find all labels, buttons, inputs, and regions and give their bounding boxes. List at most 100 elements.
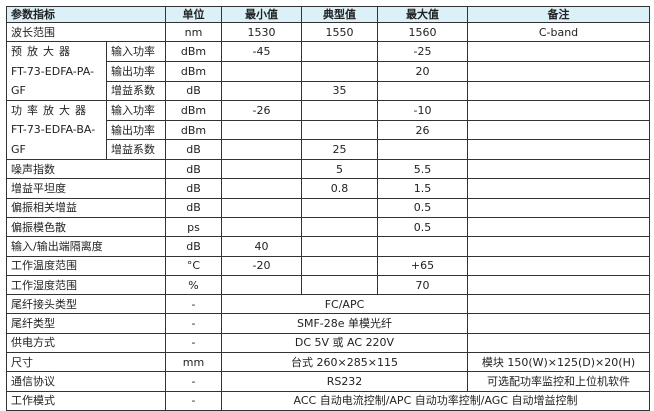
sub-param-label: 增益系数 <box>106 139 166 161</box>
value-cell: SMF-28e 单模光纤 <box>221 313 468 334</box>
note-cell <box>467 41 650 62</box>
unit-cell: dBm <box>165 41 222 62</box>
header-typ: 典型值 <box>301 6 378 23</box>
param-label: 偏振相关增益 <box>6 197 166 218</box>
param-label: 通信协议 <box>6 371 166 392</box>
preamp-group-label: 预放大器 FT-73-EDFA-PA-GF <box>6 41 107 102</box>
typ-cell <box>301 119 378 141</box>
sub-param-label: 输入功率 <box>106 100 166 121</box>
min-cell: 40 <box>221 236 302 257</box>
unit-cell: dBm <box>165 119 222 141</box>
note-cell <box>467 294 650 315</box>
table-row: 尺寸 mm 台式 260×285×115 模块 150(W)×125(D)×20(H) <box>6 352 650 373</box>
note-cell <box>467 80 650 102</box>
table-row: 供电方式 - DC 5V 或 AC 220V <box>6 332 650 354</box>
unit-cell: - <box>165 313 222 334</box>
min-cell <box>221 119 302 141</box>
value-cell: ACC 自动电流控制/APC 自动功率控制/AGC 自动增益控制 <box>221 390 650 411</box>
min-cell: -20 <box>221 255 302 276</box>
min-cell <box>221 139 302 161</box>
param-label: 噪声指数 <box>6 159 166 180</box>
max-cell <box>377 80 468 102</box>
param-label: 供电方式 <box>6 332 166 354</box>
param-label: 偏振模色散 <box>6 216 166 238</box>
unit-cell: mm <box>165 352 222 373</box>
unit-cell: dB <box>165 159 222 180</box>
note-cell: C-band <box>467 21 650 43</box>
table-row: 尾纤类型 - SMF-28e 单模光纤 <box>6 313 650 334</box>
table-row: 输入/输出端隔离度 dB 40 <box>6 236 650 257</box>
header-max: 最大值 <box>377 6 468 23</box>
note-cell <box>467 313 650 334</box>
unit-cell: dBm <box>165 100 222 121</box>
min-cell <box>221 274 302 296</box>
table-row: 功率放大器 FT-73-EDFA-BA-GF 输入功率 dBm -26 -10 <box>6 100 650 161</box>
param-label: 增益平坦度 <box>6 178 166 199</box>
max-cell: 26 <box>377 119 468 141</box>
note-cell <box>467 332 650 354</box>
unit-cell: dB <box>165 80 222 102</box>
note-cell <box>467 159 650 180</box>
sub-param-label: 输出功率 <box>106 119 166 141</box>
note-cell <box>467 100 650 121</box>
header-row: 参数指标 单位 最小值 典型值 最大值 备注 <box>6 6 650 23</box>
min-cell: -26 <box>221 100 302 121</box>
note-cell <box>467 178 650 199</box>
max-cell: 0.5 <box>377 216 468 238</box>
note-cell <box>467 60 650 82</box>
unit-cell: - <box>165 332 222 354</box>
typ-cell: 35 <box>301 80 378 102</box>
table-row: 增益系数 dB 35 <box>7 80 650 102</box>
typ-cell <box>301 60 378 82</box>
unit-cell: dBm <box>165 60 222 82</box>
value-cell: FC/APC <box>221 294 468 315</box>
unit-cell: dB <box>165 236 222 257</box>
min-cell <box>221 60 302 82</box>
unit-cell: dB <box>165 139 222 161</box>
min-cell <box>221 80 302 102</box>
max-cell: 1560 <box>377 21 468 43</box>
note-cell: 可选配功率监控和上位机软件 <box>467 371 650 392</box>
header-min: 最小值 <box>221 6 302 23</box>
spec-table: 参数指标 单位 最小值 典型值 最大值 备注 波长范围 nm 1530 1550… <box>6 6 650 411</box>
note-cell <box>467 216 650 238</box>
min-cell <box>221 216 302 238</box>
value-cell: RS232 <box>221 371 468 392</box>
table-row: 增益平坦度 dB 0.8 1.5 <box>6 178 650 199</box>
group-model: FT-73-EDFA-PA-GF <box>11 64 94 97</box>
table-row: 工作湿度范围% 70 <box>6 274 650 296</box>
min-cell <box>221 159 302 180</box>
param-label: 工作温度范围 <box>6 255 166 276</box>
max-cell: 70 <box>377 274 468 296</box>
group-title: 功率放大器 <box>11 104 91 118</box>
max-cell: +65 <box>377 255 468 276</box>
max-cell: 0.5 <box>377 197 468 218</box>
max-cell <box>377 236 468 257</box>
note-cell <box>467 119 650 141</box>
unit-cell: % <box>165 274 222 296</box>
max-cell: 20 <box>377 60 468 82</box>
param-label: 波长范围 <box>6 21 166 43</box>
unit-cell: °C <box>165 255 222 276</box>
sub-param-label: 输入功率 <box>106 41 166 62</box>
table-row: 工作温度范围 °C -20 +65 <box>6 255 650 276</box>
typ-cell <box>301 41 378 62</box>
booster-group-label: 功率放大器 FT-73-EDFA-BA-GF <box>6 100 107 161</box>
param-label: 尺寸 <box>6 352 166 373</box>
header-param: 参数指标 <box>6 6 166 23</box>
unit-cell: dB <box>165 197 222 218</box>
sub-param-label: 输出功率 <box>106 60 166 82</box>
unit-cell: - <box>165 390 222 411</box>
group-model: FT-73-EDFA-BA-GF <box>11 123 96 156</box>
typ-cell: 1550 <box>301 21 378 43</box>
table-row: 预放大器 FT-73-EDFA-PA-GF 输入功率 dBm -45 -25 <box>6 41 650 102</box>
table-row: 噪声指数 dB 5 5.5 <box>6 159 650 180</box>
typ-cell <box>301 274 378 296</box>
table-row: 偏振模色散 ps 0.5 <box>6 216 650 238</box>
note-cell <box>467 139 650 161</box>
min-cell <box>221 197 302 218</box>
max-cell: -25 <box>377 41 468 62</box>
max-cell: -10 <box>377 100 468 121</box>
table-row: 工作模式 - ACC 自动电流控制/APC 自动功率控制/AGC 自动增益控制 <box>6 390 650 411</box>
value-cell: 台式 260×285×115 <box>221 352 468 373</box>
